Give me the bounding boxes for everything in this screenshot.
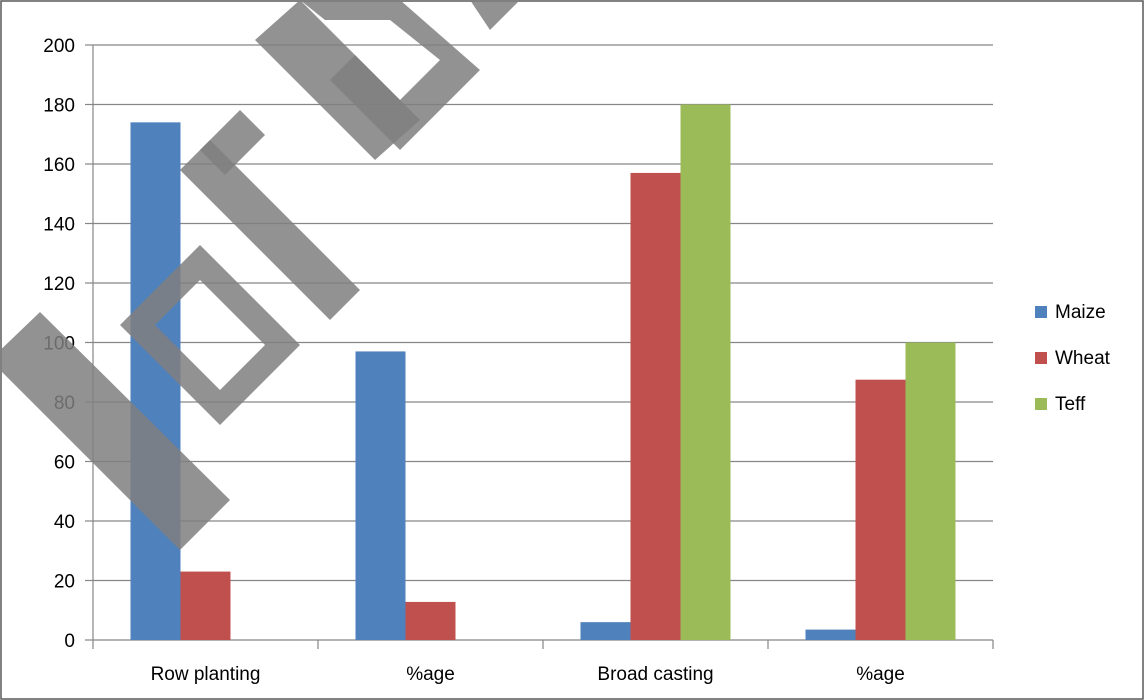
legend: Maize Wheat Teff xyxy=(1035,302,1111,415)
gridlines xyxy=(93,44,993,582)
y-tick-label: 20 xyxy=(54,572,75,593)
legend-label-teff: Teff xyxy=(1055,394,1086,415)
legend-label-maize: Maize xyxy=(1055,302,1106,323)
bar-wheat xyxy=(630,172,681,641)
y-tick-label: 140 xyxy=(43,215,75,236)
y-tick-label: 40 xyxy=(54,512,75,533)
y-tick-label: 180 xyxy=(43,96,75,117)
x-tick-label: %age xyxy=(856,664,905,685)
bar-maize xyxy=(805,629,856,640)
legend-swatch-wheat xyxy=(1035,352,1047,364)
legend-swatch-maize xyxy=(1035,306,1047,318)
bar-maize xyxy=(580,622,631,640)
x-tick-label: %age xyxy=(406,664,455,685)
bar-wheat xyxy=(855,379,906,640)
bar-wheat xyxy=(180,571,231,640)
bar-maize xyxy=(355,351,406,640)
bar-teff xyxy=(680,104,731,640)
x-tick-label: Broad casting xyxy=(597,664,713,685)
bars xyxy=(130,104,956,641)
x-tick-label: Row planting xyxy=(151,664,261,685)
legend-swatch-teff xyxy=(1035,398,1047,410)
bar-wheat xyxy=(405,601,456,640)
bar-maize xyxy=(130,122,181,641)
y-tick-label: 100 xyxy=(43,334,75,355)
bar-teff xyxy=(905,342,956,640)
y-tick-label: 80 xyxy=(54,393,75,414)
y-tick-label: 60 xyxy=(54,453,75,474)
y-tick-label: 0 xyxy=(64,631,75,652)
tick-labels: 0 20 40 60 80 100 120 140 160 180 200 Row planting%… xyxy=(43,36,905,685)
legend-label-wheat: Wheat xyxy=(1055,348,1111,369)
y-tick-label: 160 xyxy=(43,155,75,176)
y-tick-label: 200 xyxy=(43,36,75,57)
y-tick-label: 120 xyxy=(43,274,75,295)
